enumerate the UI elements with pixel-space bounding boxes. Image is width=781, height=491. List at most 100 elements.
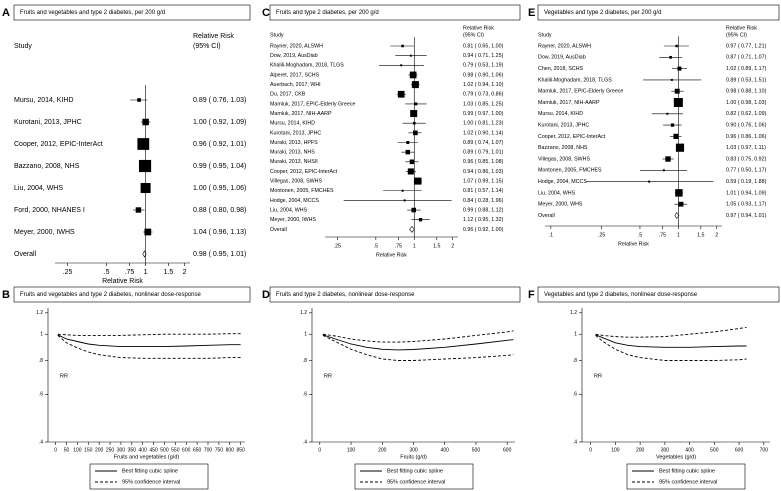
x-tick-label: 450	[149, 447, 158, 453]
study-label: Cooper, 2012, EPIC-InterAct	[538, 134, 606, 140]
y-tick-label: .4	[303, 439, 307, 445]
x-tick-label: 700	[204, 447, 213, 453]
x-axis-label: Relative Risk	[376, 252, 407, 258]
value-label: 0.96 ( 0.86, 1.06)	[726, 134, 767, 140]
study-label: Mursu, 2014, KIHD	[538, 111, 583, 117]
ci-upper-line	[57, 333, 241, 336]
effect-header: Relative Risk	[726, 25, 757, 31]
y-axis-label: RR	[594, 373, 602, 379]
x-tick-label: .25	[334, 243, 341, 249]
value-label: 0.97 ( 0.77, 1.21)	[726, 43, 767, 49]
point-estimate	[675, 44, 678, 48]
value-label: 0.87 ( 0.71, 1.07)	[726, 55, 767, 61]
point-estimate	[675, 143, 685, 152]
value-label: 0.89 ( 0.79, 1.01)	[463, 150, 504, 156]
x-tick-label: 1	[413, 243, 416, 249]
x-tick-label: 600	[735, 447, 744, 453]
value-label: 1.02 ( 0.94, 1.10)	[463, 82, 504, 88]
study-header: Study	[14, 43, 32, 50]
point-estimate	[411, 207, 416, 213]
study-label: Meyer, 2000, IWHS	[270, 217, 316, 223]
x-tick-label: 850	[236, 447, 245, 453]
point-estimate	[414, 102, 418, 106]
overall-label: Overall	[14, 251, 37, 258]
point-estimate	[409, 54, 412, 57]
value-label: 0.82 ( 0.62, 1.09)	[726, 111, 767, 117]
value-label: 0.94 ( 0.71, 1.25)	[463, 53, 504, 59]
study-label: Mamluk, 2017, EPIC-Elderly Greece	[270, 101, 355, 107]
y-tick-label: 1	[574, 332, 577, 338]
point-estimate	[411, 81, 419, 89]
x-tick-label: 300	[409, 447, 418, 453]
x-tick-label: 1	[677, 232, 680, 238]
legend-label: Best fitting cubic spline	[659, 468, 715, 474]
study-label: Kurotani, 2013, JPHC	[270, 130, 321, 136]
point-estimate	[675, 189, 683, 197]
point-estimate	[137, 138, 150, 150]
value-label: 0.79 ( 0.53, 1.19)	[463, 63, 504, 69]
point-estimate	[673, 98, 683, 107]
y-tick-label: 1	[40, 332, 43, 338]
panel-letter: F	[528, 289, 535, 301]
x-tick-label: .75	[659, 232, 666, 238]
value-label: 0.98 ( 0.90, 1.06)	[463, 72, 504, 78]
y-tick-label: .8	[303, 358, 307, 364]
value-label: 0.77 ( 0.50, 1.17)	[726, 168, 767, 174]
panel-title: Fruits and type 2 diabetes, per 200 g/d	[276, 10, 379, 16]
title-box	[537, 286, 780, 303]
y-tick-label: 1.2	[36, 310, 43, 316]
y-tick-label: 1.2	[300, 310, 307, 316]
value-label: 0.99 ( 0.88, 1.12)	[463, 207, 504, 213]
value-label: 1.00 ( 0.98, 1.03)	[726, 100, 767, 106]
point-estimate	[406, 141, 410, 144]
y-tick-label: 1.2	[570, 310, 577, 316]
legend-label: 95% confidence interval	[122, 479, 180, 485]
value-label: 1.02 ( 0.90, 1.14)	[463, 130, 504, 136]
value-label: 0.94 ( 0.86, 1.03)	[463, 169, 504, 175]
value-label: 1.00 ( 0.92, 1.09)	[193, 119, 246, 126]
panel-letter: B	[2, 289, 10, 301]
legend-box	[626, 463, 746, 490]
study-label: Meyer, 2000, WHS	[538, 202, 583, 208]
ci-header: (95% CI)	[726, 32, 747, 38]
ci-upper-line	[322, 330, 514, 343]
y-tick-label: .4	[39, 439, 43, 445]
point-estimate	[418, 218, 423, 222]
x-tick-label: 50	[64, 447, 70, 453]
point-estimate	[665, 156, 671, 162]
spline-line	[322, 334, 514, 351]
x-tick-label: 1.5	[433, 243, 440, 249]
x-tick-label: 300	[661, 447, 670, 453]
y-tick-label: .4	[573, 439, 577, 445]
study-label: Ford, 2000, NHANES I	[14, 207, 85, 214]
x-tick-label: .25	[63, 269, 73, 276]
study-label: Mamluk, 2017, NIH-AARP	[538, 100, 600, 106]
study-label: Mursu, 2014, KIHD	[14, 97, 74, 104]
value-label: 1.03 ( 0.85, 1.25)	[463, 101, 504, 107]
value-label: 0.81 ( 0.65, 1.00)	[463, 43, 504, 49]
x-tick-label: 2	[451, 243, 454, 249]
y-tick-label: .6	[303, 392, 307, 398]
study-label: Muraki, 2013, NHSII	[270, 159, 318, 165]
value-label: 0.83 ( 0.75, 0.92)	[726, 156, 767, 162]
x-tick-label: 400	[441, 447, 450, 453]
point-estimate	[678, 201, 684, 207]
point-estimate	[403, 199, 406, 202]
x-tick-label: 500	[160, 447, 169, 453]
x-tick-label: 400	[139, 447, 148, 453]
x-tick-label: 150	[84, 447, 93, 453]
ci-header: (95% CI)	[463, 32, 484, 38]
value-label: 1.01 ( 0.94, 1.09)	[726, 190, 767, 196]
point-estimate	[142, 118, 149, 126]
point-estimate	[662, 169, 665, 172]
study-label: Bazzano, 2008, NHS	[538, 145, 588, 151]
point-estimate	[413, 130, 418, 136]
spline-line	[57, 334, 241, 348]
x-tick-label: 300	[117, 447, 126, 453]
point-estimate	[410, 110, 418, 118]
study-label: Kurotani, 2013, JPHC	[538, 123, 589, 129]
panel-title: Fruits and type 2 diabetes, nonlinear do…	[276, 292, 415, 298]
study-label: Hodge, 2004, MCCS	[538, 179, 587, 185]
ci-header: (95% CI)	[193, 43, 221, 50]
x-tick-label: 500	[472, 447, 481, 453]
